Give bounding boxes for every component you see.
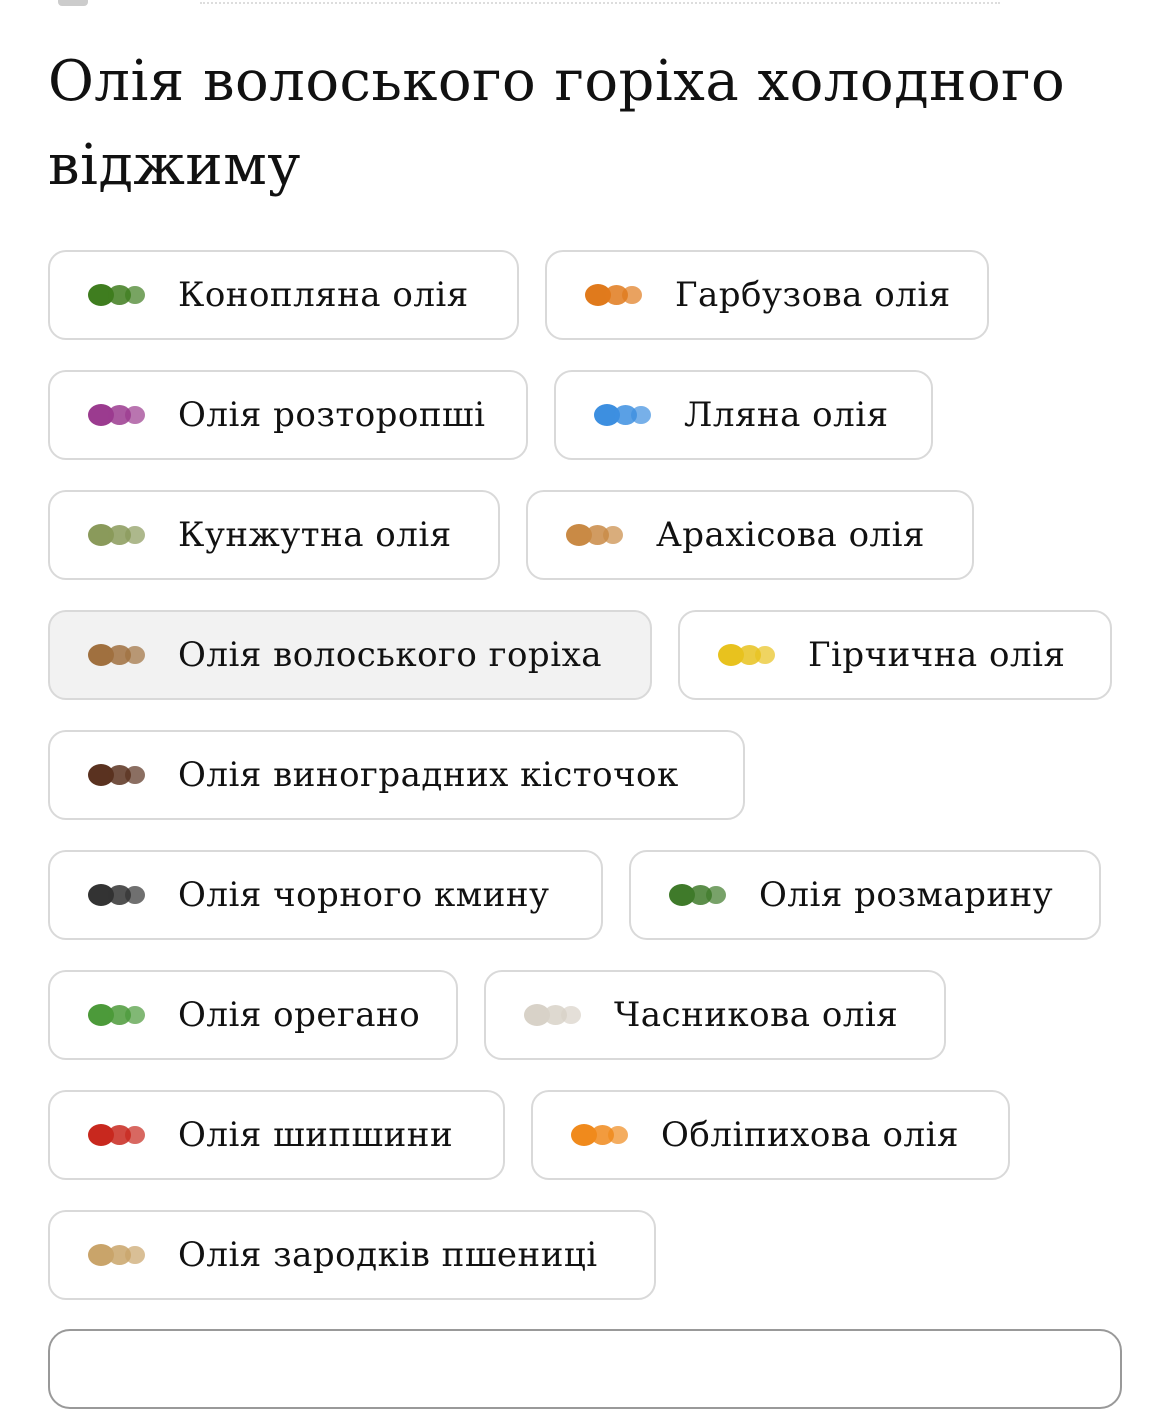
oil-option[interactable]: Олія розторопші [48,370,528,460]
oil-option-label: Конопляна олія [178,275,469,315]
oil-option[interactable]: Олія чорного кмину [48,850,603,940]
grape-seeds-icon [80,745,152,805]
page-title: Олія волоського горіха холодного віджиму [48,49,1066,198]
garlic-icon [516,985,588,1045]
mustard-flower-icon [710,625,782,685]
oil-option[interactable]: Олія орегано [48,970,458,1060]
thistle-icon [80,385,152,445]
walnut-icon [80,625,152,685]
oil-option-label: Олія зародків пшениці [178,1235,598,1275]
black-cumin-icon [80,865,152,925]
sea-buckthorn-icon [563,1105,635,1165]
oil-option-label: Олія орегано [178,995,421,1035]
rosemary-icon [661,865,733,925]
oil-option-label: Олія виноградних кісточок [178,755,679,795]
oil-option-label: Гарбузова олія [675,275,951,315]
oil-option[interactable]: Кунжутна олія [48,490,500,580]
previous-text-cutoff [200,0,1000,4]
oil-option-label: Лляна олія [684,395,889,435]
oil-option-label: Олія шипшини [178,1115,454,1155]
oil-option[interactable]: Олія виноградних кісточок [48,730,745,820]
oil-option[interactable]: Лляна олія [554,370,933,460]
oil-option-label: Олія розторопші [178,395,486,435]
sesame-pod-icon [80,505,152,565]
peanut-oil-icon [558,505,630,565]
oil-option[interactable]: Олія зародків пшениці [48,1210,656,1300]
oregano-leaf-icon [80,985,152,1045]
oil-option[interactable]: Часникова олія [484,970,946,1060]
oil-option-label: Обліпихова олія [661,1115,959,1155]
oil-option[interactable]: Арахісова олія [526,490,974,580]
hemp-leaf-icon [80,265,152,325]
oil-option[interactable]: Олія розмарину [629,850,1101,940]
next-section-box [48,1329,1122,1409]
oil-option[interactable]: Конопляна олія [48,250,519,340]
wheat-germ-icon [80,1225,152,1285]
oil-option-label: Арахісова олія [656,515,925,555]
oil-option-label: Часникова олія [614,995,899,1035]
checkbox-partial [58,0,88,6]
pumpkin-icon [577,265,649,325]
oil-option-label: Олія чорного кмину [178,875,550,915]
oil-option[interactable]: Олія шипшини [48,1090,505,1180]
oil-option[interactable]: Обліпихова олія [531,1090,1010,1180]
oil-option[interactable]: Олія волоського горіха [48,610,652,700]
oil-option[interactable]: Гірчична олія [678,610,1112,700]
oil-option-label: Олія розмарину [759,875,1054,915]
oil-option[interactable]: Гарбузова олія [545,250,989,340]
oil-option-label: Гірчична олія [808,635,1066,675]
flax-flower-icon [586,385,658,445]
oil-option-label: Олія волоського горіха [178,635,603,675]
oil-option-label: Кунжутна олія [178,515,452,555]
rosehip-icon [80,1105,152,1165]
